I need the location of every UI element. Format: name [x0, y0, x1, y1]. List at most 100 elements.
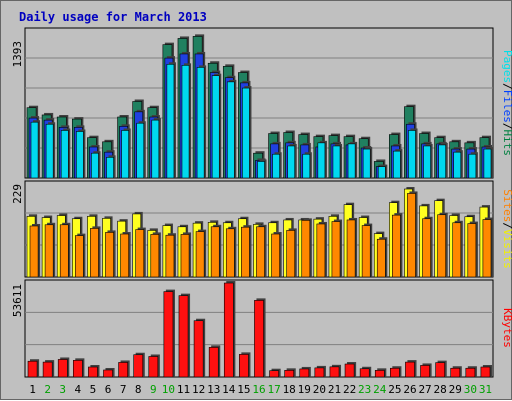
- x-tick-label: 16: [252, 383, 265, 396]
- kbytes-bar-day-17: [269, 370, 279, 378]
- pages-bar-day-21: [332, 145, 341, 179]
- x-tick-label: 4: [75, 383, 82, 396]
- x-tick-label: 18: [283, 383, 296, 396]
- sites-bar-day-4: [74, 235, 84, 278]
- kbytes-bar-day-14: [223, 282, 234, 378]
- kbytes-bar-day-16: [254, 300, 264, 378]
- pages-bar-day-24: [377, 166, 386, 179]
- kbytes-bar-day-20: [314, 367, 325, 378]
- pages-bar-day-1: [30, 121, 39, 179]
- x-tick-label: 21: [328, 383, 341, 396]
- pages-bar-day-27: [423, 145, 431, 179]
- y-max-label: 53611: [11, 284, 24, 317]
- kbytes-bar-day-18: [284, 370, 295, 378]
- x-tick-label: 25: [388, 383, 401, 396]
- pages-bar-day-4: [75, 131, 84, 179]
- x-tick-label: 17: [267, 383, 280, 396]
- kbytes-bar-day-29: [450, 367, 461, 378]
- sites-bar-day-15: [241, 226, 250, 278]
- pages-bar-day-29: [453, 151, 462, 179]
- pages-bar-day-20: [317, 142, 326, 179]
- pages-bar-day-7: [121, 130, 129, 179]
- kbytes-bar-day-9: [148, 356, 159, 378]
- pages-bar-day-14: [226, 81, 235, 179]
- hits-files-pages-panel: 1393 Pages/Files/Hits: [11, 27, 512, 179]
- y-max-label: 1393: [11, 41, 24, 68]
- sites-bar-day-10: [165, 234, 175, 278]
- sites-bar-day-27: [422, 218, 431, 278]
- x-tick-label: 3: [59, 383, 66, 396]
- x-tick-label: 29: [449, 383, 462, 396]
- kbytes-bar-day-28: [435, 362, 446, 378]
- x-tick-label: 27: [418, 383, 431, 396]
- y-max-label: 229: [11, 184, 24, 204]
- sites-bar-day-13: [210, 226, 220, 278]
- kbytes-bar-day-4: [72, 360, 83, 378]
- x-tick-label: 5: [90, 383, 97, 396]
- x-tick-label: 28: [434, 383, 447, 396]
- pages-bar-day-8: [136, 122, 145, 179]
- kbytes-bar-day-26: [405, 361, 415, 378]
- x-tick-label: 15: [237, 383, 250, 396]
- legend-entry: /: [501, 222, 512, 229]
- x-tick-label: 8: [135, 383, 142, 396]
- legend-entry: /: [501, 83, 512, 90]
- pages-bar-day-16: [257, 161, 265, 179]
- sites-bar-day-2: [44, 224, 54, 278]
- sites-bar-day-12: [195, 231, 205, 278]
- sites-bar-day-8: [135, 229, 145, 278]
- kbytes-bar-day-12: [193, 320, 204, 378]
- x-tick-label: 14: [222, 383, 236, 396]
- legend-entry: Files: [501, 90, 512, 123]
- sites-bar-day-24: [376, 238, 386, 278]
- x-tick-label: 12: [192, 383, 205, 396]
- x-tick-label: 9: [150, 383, 157, 396]
- kbytes-bar-day-7: [118, 362, 128, 378]
- kbytes-bar-day-21: [329, 366, 340, 378]
- x-tick-label: 10: [162, 383, 175, 396]
- kbytes-bar-day-5: [88, 366, 98, 378]
- kbytes-bar-day-25: [390, 367, 400, 378]
- kbytes-bar-day-11: [178, 295, 189, 378]
- pages-bar-day-19: [302, 153, 311, 179]
- pages-bar-day-5: [91, 152, 99, 179]
- kbytes-bar-day-24: [374, 370, 385, 378]
- kbytes-panel: 53611 KBytes: [11, 279, 512, 378]
- pages-bar-day-28: [438, 144, 447, 179]
- kbytes-bar-day-6: [103, 369, 113, 378]
- sites-bar-day-18: [286, 230, 296, 278]
- kbytes-bar-day-3: [57, 359, 68, 378]
- kbytes-bar-day-13: [208, 347, 219, 378]
- sites-bar-day-26: [407, 193, 416, 278]
- pages-bar-day-12: [196, 67, 205, 179]
- x-tick-label: 23: [358, 383, 371, 396]
- sites-bar-day-3: [59, 224, 69, 278]
- pages-bar-day-9: [151, 119, 160, 179]
- sites-bar-day-5: [90, 228, 99, 278]
- legend: Pages/Files/Hits: [501, 50, 512, 156]
- kbytes-bar-day-27: [420, 365, 430, 378]
- pages-bar-day-3: [60, 130, 69, 179]
- pages-bar-day-11: [181, 65, 190, 179]
- x-tick-label: 30: [464, 383, 477, 396]
- sites-bar-day-22: [346, 219, 356, 278]
- sites-bar-day-7: [120, 233, 129, 278]
- x-tick-label: 11: [177, 383, 190, 396]
- x-tick-label: 2: [44, 383, 51, 396]
- x-tick-label: 24: [373, 383, 387, 396]
- x-tick-label: 6: [105, 383, 112, 396]
- kbytes-bar-day-30: [465, 367, 476, 378]
- sites-bar-day-19: [301, 220, 311, 278]
- pages-bar-day-13: [211, 75, 220, 179]
- legend-entry: Pages: [501, 50, 512, 83]
- chart-title: Daily usage for March 2013: [19, 10, 207, 24]
- x-tick-label: 7: [120, 383, 127, 396]
- pages-bar-day-22: [347, 143, 356, 179]
- sites-bar-day-29: [452, 222, 462, 278]
- x-tick-label: 26: [403, 383, 416, 396]
- sites-bar-day-30: [467, 223, 477, 278]
- legend: KBytes: [501, 308, 512, 348]
- sites-bar-day-1: [29, 225, 39, 278]
